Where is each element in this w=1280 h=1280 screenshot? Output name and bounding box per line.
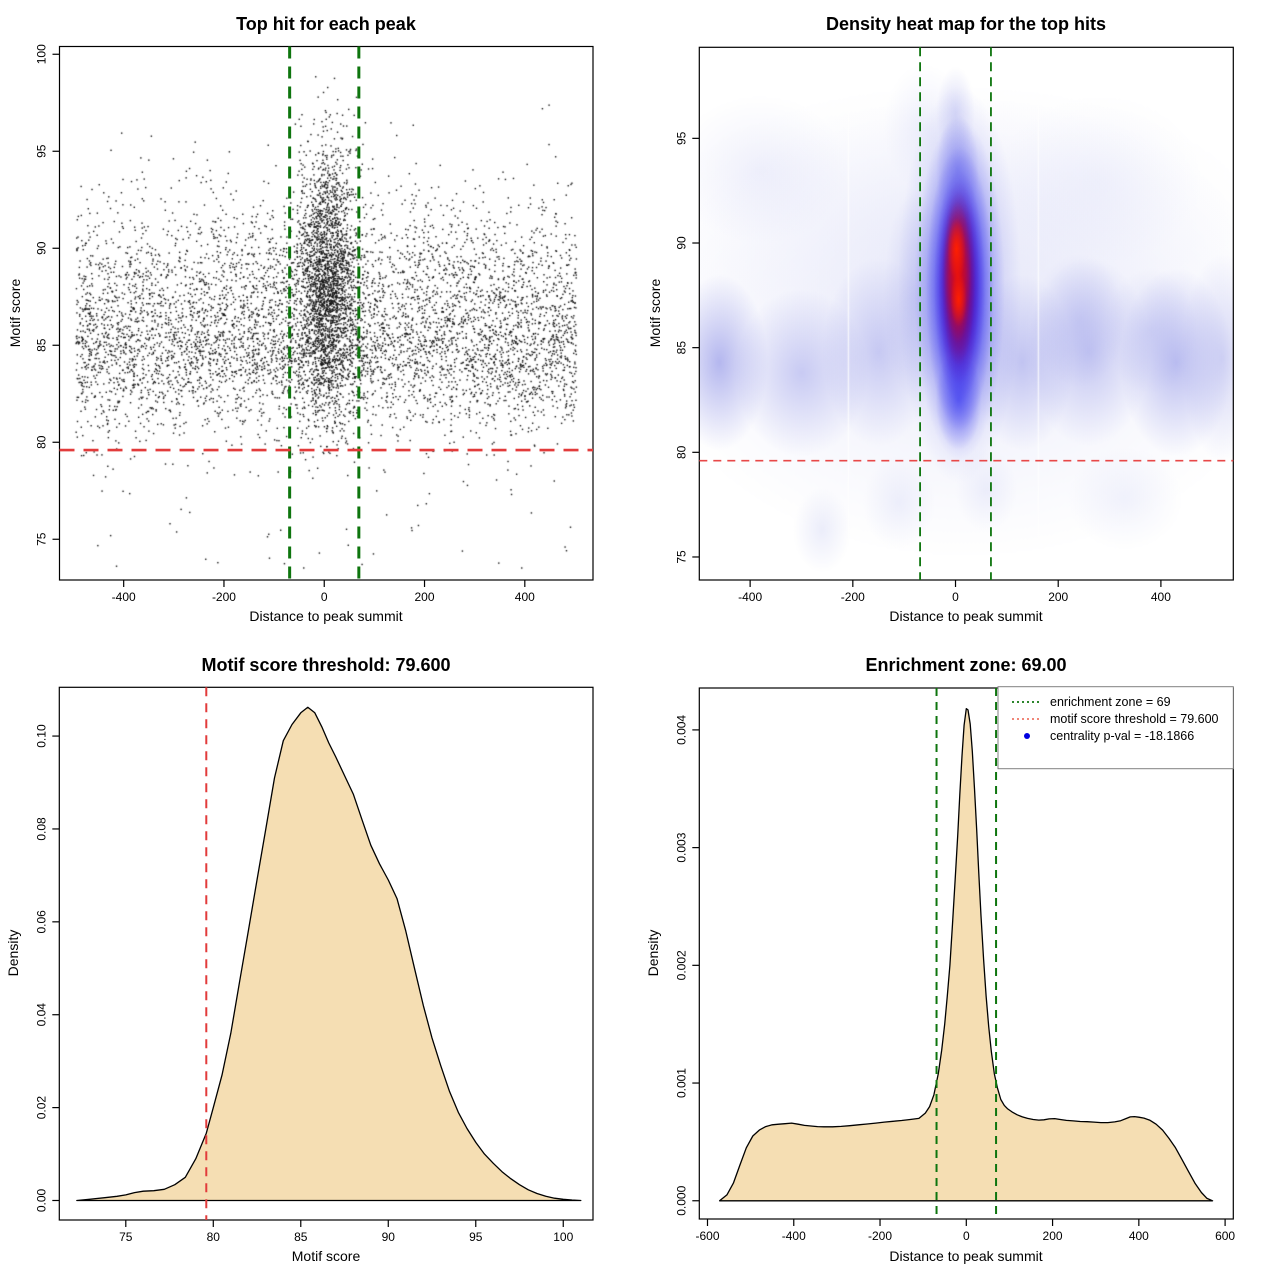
- heatmap-plot-svg: -400 -200 0 200 400 75 80 85 90 95 Density heat m…: [647, 14, 1234, 624]
- y-tick-label: 90: [35, 241, 49, 255]
- panel-motif-score-density: 75 80 85 90 95 100 0.00 0.02 0.04 0.06 0.08 0.10 Mo…: [0, 640, 640, 1280]
- legend-item-label: motif score threshold = 79.600: [1050, 712, 1219, 726]
- y-tick-label: 0.00: [34, 1188, 48, 1212]
- x-tick-label: 400: [515, 590, 535, 604]
- x-tick-label: -600: [695, 1229, 719, 1243]
- legend-item-label: centrality p-val = -18.1866: [1050, 729, 1194, 743]
- legend-box: [997, 686, 1234, 770]
- y-tick-label: 0.001: [674, 1068, 688, 1098]
- plot-title: Top hit for each peak: [236, 14, 417, 34]
- plot-box: [698, 46, 1234, 581]
- y-tick-label: 0.004: [674, 715, 688, 745]
- plot-title: Enrichment zone: 69.00: [865, 655, 1066, 675]
- plot-title: Density heat map for the top hits: [826, 14, 1106, 34]
- x-axis-label: Distance to peak summit: [249, 608, 402, 624]
- x-tick-label: 400: [1129, 1229, 1149, 1243]
- density-curve: [76, 706, 582, 1202]
- scatter-plot-svg: -400 -200 0 200 400 75 80 85 90 95 100 Top hit for…: [7, 14, 594, 624]
- x-axis-label: Distance to peak summit: [889, 1248, 1042, 1264]
- y-tick-label: 0.04: [34, 1003, 48, 1027]
- x-tick-label: -400: [112, 590, 136, 604]
- x-tick-label: 100: [553, 1230, 573, 1244]
- y-tick-label: 100: [35, 44, 49, 64]
- plot-box: [58, 45, 594, 581]
- x-tick-label: 400: [1151, 590, 1171, 604]
- y-tick-label: 0.000: [674, 1185, 688, 1215]
- y-axis-label: Motif score: [7, 279, 23, 348]
- y-axis-label: Motif score: [647, 279, 663, 348]
- y-tick-label: 0.06: [34, 910, 48, 934]
- density-plot-svg: -600 -400 -200 0 200 400 600 0.000 0.001 0.002 0.0…: [645, 655, 1235, 1264]
- panel-enrichment-zone-density: -600 -400 -200 0 200 400 600 0.000 0.001 0.002 0.0…: [640, 640, 1280, 1280]
- panel-density-heatmap: -400 -200 0 200 400 75 80 85 90 95 Density heat m…: [640, 0, 1280, 640]
- y-tick-label: 90: [674, 236, 688, 250]
- x-tick-label: 200: [1048, 590, 1068, 604]
- y-tick-label: 0.10: [34, 724, 48, 748]
- x-tick-label: 0: [963, 1229, 970, 1243]
- x-tick-label: 90: [382, 1230, 396, 1244]
- x-tick-label: 0: [952, 590, 959, 604]
- x-tick-label: 85: [294, 1230, 308, 1244]
- y-tick-label: 75: [674, 550, 688, 564]
- y-axis-label: Density: [645, 930, 661, 977]
- x-tick-label: -200: [841, 590, 865, 604]
- x-tick-label: -200: [212, 590, 236, 604]
- y-tick-label: 80: [674, 445, 688, 459]
- y-tick-label: 95: [674, 131, 688, 145]
- x-tick-label: 600: [1215, 1229, 1235, 1243]
- heatmap-canvas: [699, 47, 1234, 580]
- y-tick-label: 0.002: [674, 950, 688, 980]
- legend-item-label: enrichment zone = 69: [1050, 695, 1171, 709]
- scatter-points-canvas: [59, 46, 594, 580]
- y-tick-label: 85: [674, 341, 688, 355]
- plot-title: Motif score threshold: 79.600: [201, 655, 450, 675]
- panel-top-hit-scatter: -400 -200 0 200 400 75 80 85 90 95 100 Top hit for…: [0, 0, 640, 640]
- y-tick-label: 0.08: [34, 817, 48, 841]
- y-tick-label: 0.003: [674, 832, 688, 862]
- y-tick-label: 95: [35, 144, 49, 158]
- x-tick-label: 200: [415, 590, 435, 604]
- x-tick-label: 0: [321, 590, 328, 604]
- x-tick-label: 95: [469, 1230, 483, 1244]
- x-tick-label: -400: [738, 590, 762, 604]
- y-tick-label: 75: [35, 532, 49, 546]
- y-tick-label: 80: [35, 435, 49, 449]
- density-plot-svg: 75 80 85 90 95 100 0.00 0.02 0.04 0.06 0.08 0.10 Mo…: [5, 655, 594, 1264]
- y-tick-label: 85: [35, 338, 49, 352]
- legend-blue-dot: [1024, 733, 1030, 739]
- plot-box: [58, 686, 594, 1221]
- x-tick-label: -400: [782, 1229, 806, 1243]
- density-curve: [718, 708, 1214, 1202]
- x-tick-label: 75: [119, 1230, 133, 1244]
- x-tick-label: 200: [1043, 1229, 1063, 1243]
- y-tick-label: 0.02: [34, 1096, 48, 1120]
- x-tick-label: -200: [868, 1229, 892, 1243]
- x-tick-label: 80: [207, 1230, 221, 1244]
- x-axis-label: Motif score: [292, 1248, 361, 1264]
- x-axis-label: Distance to peak summit: [889, 608, 1042, 624]
- y-axis-label: Density: [5, 930, 21, 977]
